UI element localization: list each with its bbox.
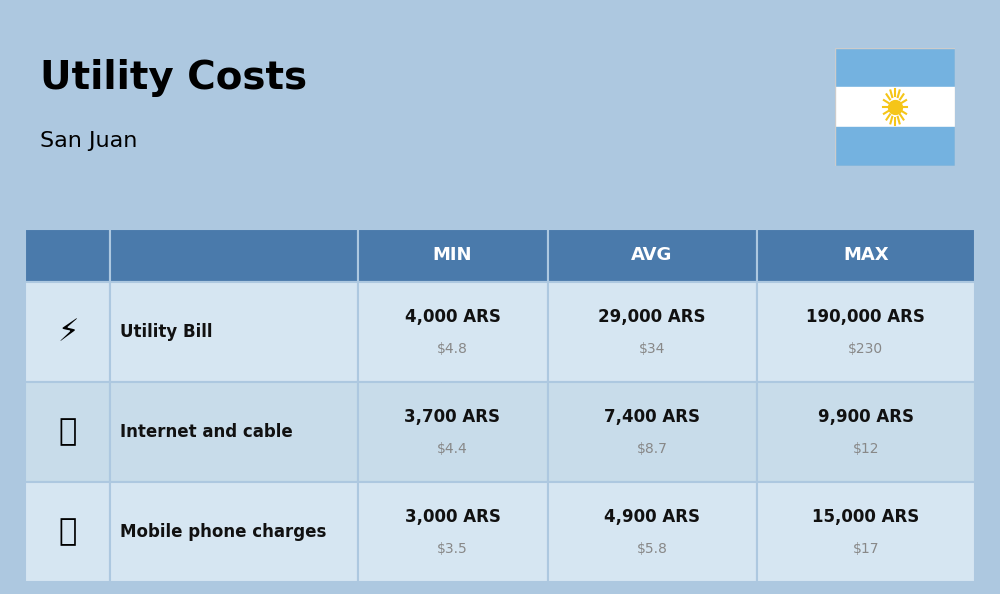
FancyBboxPatch shape (548, 482, 757, 582)
Text: $17: $17 (852, 542, 879, 556)
FancyBboxPatch shape (110, 282, 358, 382)
Text: San Juan: San Juan (40, 131, 137, 151)
Text: 4,000 ARS: 4,000 ARS (405, 308, 500, 326)
Text: 4,900 ARS: 4,900 ARS (604, 508, 700, 526)
FancyBboxPatch shape (25, 382, 110, 482)
FancyBboxPatch shape (358, 482, 548, 582)
FancyBboxPatch shape (757, 229, 975, 282)
FancyBboxPatch shape (548, 229, 757, 282)
FancyBboxPatch shape (25, 482, 110, 582)
Text: $12: $12 (852, 442, 879, 456)
Bar (835, 48, 955, 87)
Text: $3.5: $3.5 (437, 542, 468, 556)
Text: Utility Bill: Utility Bill (120, 323, 213, 341)
Text: Mobile phone charges: Mobile phone charges (120, 523, 327, 541)
Text: 29,000 ARS: 29,000 ARS (598, 308, 706, 326)
Text: 190,000 ARS: 190,000 ARS (806, 308, 925, 326)
Text: MIN: MIN (433, 247, 472, 264)
FancyBboxPatch shape (25, 282, 110, 382)
Text: 7,400 ARS: 7,400 ARS (604, 408, 700, 426)
FancyBboxPatch shape (757, 282, 975, 382)
Text: $5.8: $5.8 (637, 542, 667, 556)
Text: 3,000 ARS: 3,000 ARS (405, 508, 500, 526)
Text: 15,000 ARS: 15,000 ARS (812, 508, 919, 526)
FancyBboxPatch shape (757, 382, 975, 482)
Text: $8.7: $8.7 (637, 442, 667, 456)
Text: Internet and cable: Internet and cable (120, 423, 293, 441)
Bar (835, 127, 955, 166)
FancyBboxPatch shape (110, 229, 358, 282)
Bar (835, 87, 955, 127)
Text: 📡: 📡 (59, 418, 77, 447)
Text: Utility Costs: Utility Costs (40, 59, 307, 97)
Text: 9,900 ARS: 9,900 ARS (818, 408, 914, 426)
FancyBboxPatch shape (757, 482, 975, 582)
Text: 3,700 ARS: 3,700 ARS (404, 408, 501, 426)
Text: ⚡: ⚡ (57, 318, 78, 347)
Text: AVG: AVG (631, 247, 673, 264)
FancyBboxPatch shape (358, 282, 548, 382)
Text: 📱: 📱 (59, 517, 77, 546)
FancyBboxPatch shape (358, 229, 548, 282)
FancyBboxPatch shape (25, 229, 110, 282)
Text: MAX: MAX (843, 247, 889, 264)
FancyBboxPatch shape (110, 382, 358, 482)
Text: $4.8: $4.8 (437, 342, 468, 356)
Text: $4.4: $4.4 (437, 442, 468, 456)
FancyBboxPatch shape (548, 282, 757, 382)
FancyBboxPatch shape (358, 382, 548, 482)
Text: $230: $230 (848, 342, 883, 356)
FancyBboxPatch shape (548, 382, 757, 482)
FancyBboxPatch shape (110, 482, 358, 582)
Text: $34: $34 (639, 342, 665, 356)
